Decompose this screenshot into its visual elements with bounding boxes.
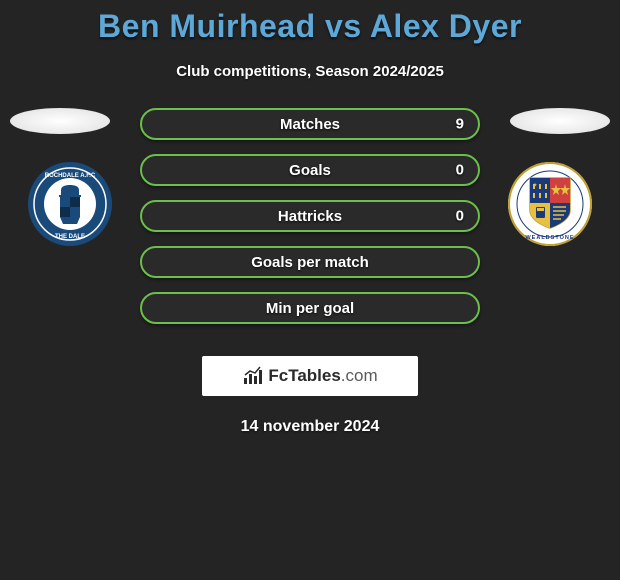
date-line: 14 november 2024 [0, 418, 620, 436]
brand-box: FcTables.com [202, 356, 418, 396]
stat-row: Goals 0 [140, 154, 480, 186]
stat-row: Hattricks 0 [140, 200, 480, 232]
comparison-area: ROCHDALE A.F.C THE DALE WEALDSTONE [0, 108, 620, 348]
svg-text:ROCHDALE A.F.C: ROCHDALE A.F.C [45, 173, 96, 179]
svg-text:THE DALE: THE DALE [55, 234, 85, 240]
stat-row: Goals per match [140, 246, 480, 278]
brand-name: FcTables [268, 366, 340, 385]
stat-right-value: 0 [456, 208, 464, 225]
stat-label: Goals [289, 162, 331, 179]
club-right-badge: WEALDSTONE [508, 162, 592, 246]
stat-right-value: 9 [456, 116, 464, 133]
stat-right-value: 0 [456, 162, 464, 179]
chart-icon [242, 366, 264, 386]
stat-label: Goals per match [251, 254, 369, 271]
stat-label: Min per goal [266, 300, 354, 317]
page-title: Ben Muirhead vs Alex Dyer [0, 0, 620, 45]
page-subtitle: Club competitions, Season 2024/2025 [0, 63, 620, 80]
stat-label: Hattricks [278, 208, 342, 225]
brand-suffix: .com [341, 366, 378, 385]
wealdstone-badge-icon: WEALDSTONE [508, 162, 592, 246]
club-left-badge: ROCHDALE A.F.C THE DALE [28, 162, 112, 246]
stat-row: Matches 9 [140, 108, 480, 140]
brand-text: FcTables.com [268, 366, 377, 386]
rochdale-badge-icon: ROCHDALE A.F.C THE DALE [28, 162, 112, 246]
svg-text:WEALDSTONE: WEALDSTONE [525, 235, 574, 241]
player-left-photo [10, 108, 110, 134]
stat-label: Matches [280, 116, 340, 133]
stats-bars: Matches 9 Goals 0 Hattricks 0 Goals per … [140, 108, 480, 338]
stat-row: Min per goal [140, 292, 480, 324]
player-right-photo [510, 108, 610, 134]
